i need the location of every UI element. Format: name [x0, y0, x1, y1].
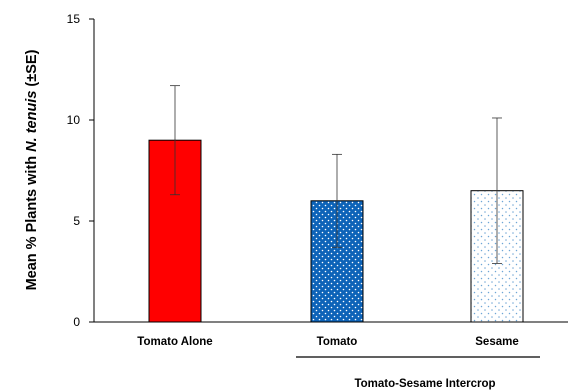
y-tick-label: 5 [73, 214, 80, 228]
y-tick-label: 15 [67, 12, 81, 26]
y-axis-title: Mean % Plants with N. tenuis (±SE) [24, 49, 40, 290]
y-axis-ticks: 0 5 10 15 [67, 12, 94, 329]
y-tick-label: 10 [67, 113, 81, 127]
x-category-label: Tomato [317, 336, 358, 348]
bars [148, 139, 524, 323]
x-category-label: Tomato Alone [137, 336, 212, 348]
x-axis-labels: Tomato Alone Tomato Sesame [137, 336, 518, 348]
x-category-label: Sesame [475, 336, 518, 348]
error-bars [170, 85, 502, 264]
y-tick-label: 0 [73, 315, 80, 329]
intercrop-group-label: Tomato-Sesame Intercrop [354, 378, 495, 390]
